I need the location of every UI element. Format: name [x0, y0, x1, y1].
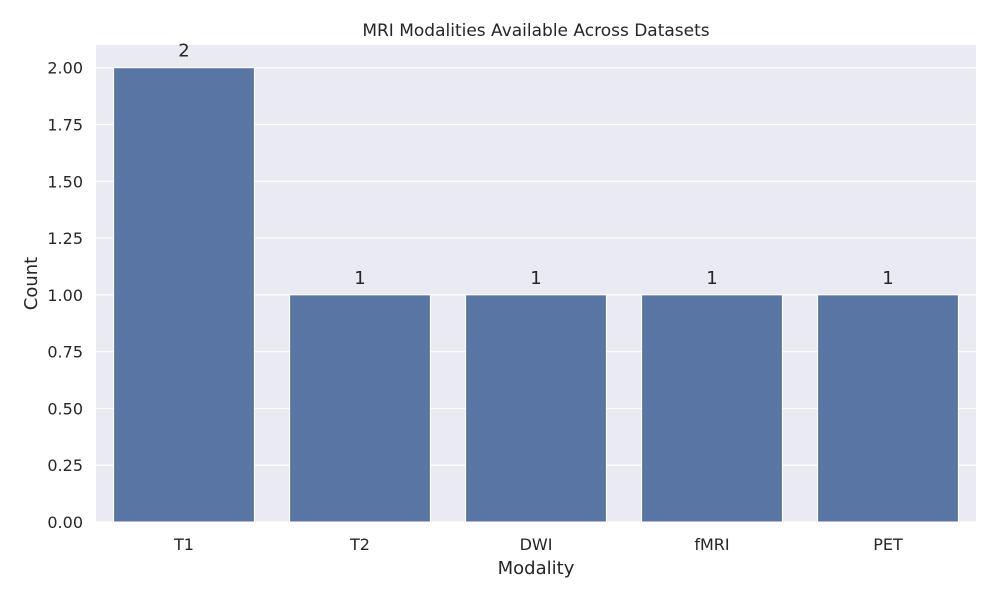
- bar-dwi: [465, 294, 607, 523]
- y-axis-ticks: 0.00 0.25 0.50 0.75 1.00 1.25 1.50 1.75 2.00: [47, 59, 83, 532]
- y-tick-label: 1.00: [47, 286, 83, 305]
- y-tick-label: 0.25: [47, 456, 83, 475]
- data-label-pet: 1: [882, 268, 893, 289]
- bar-fmri: [641, 294, 783, 523]
- x-tick-label-pet: PET: [873, 535, 903, 554]
- y-tick-label: 1.50: [47, 172, 83, 191]
- x-tick-label-fmri: fMRI: [694, 535, 729, 554]
- bar-pet: [817, 294, 959, 523]
- x-tick-label-t2: T2: [349, 535, 370, 554]
- x-tick-label-t1: T1: [173, 535, 194, 554]
- y-tick-label: 0.00: [47, 513, 83, 532]
- y-tick-label: 2.00: [47, 59, 83, 78]
- data-labels: 2 1 1 1 1: [178, 41, 893, 289]
- bar-t1: [113, 67, 255, 523]
- y-tick-label: 0.75: [47, 343, 83, 362]
- x-axis-label: Modality: [498, 558, 575, 579]
- chart-title: MRI Modalities Available Across Datasets: [362, 21, 709, 41]
- bar-t2: [289, 294, 431, 523]
- y-tick-label: 1.25: [47, 229, 83, 248]
- data-label-dwi: 1: [530, 268, 541, 289]
- data-label-t2: 1: [354, 268, 365, 289]
- y-tick-label: 0.50: [47, 399, 83, 418]
- x-tick-label-dwi: DWI: [520, 535, 553, 554]
- bars: [113, 67, 959, 523]
- data-label-t1: 2: [178, 41, 189, 62]
- data-label-fmri: 1: [706, 268, 717, 289]
- y-axis-label: Count: [21, 257, 42, 310]
- x-axis-ticks: T1 T2 DWI fMRI PET: [173, 535, 903, 554]
- y-tick-label: 1.75: [47, 116, 83, 135]
